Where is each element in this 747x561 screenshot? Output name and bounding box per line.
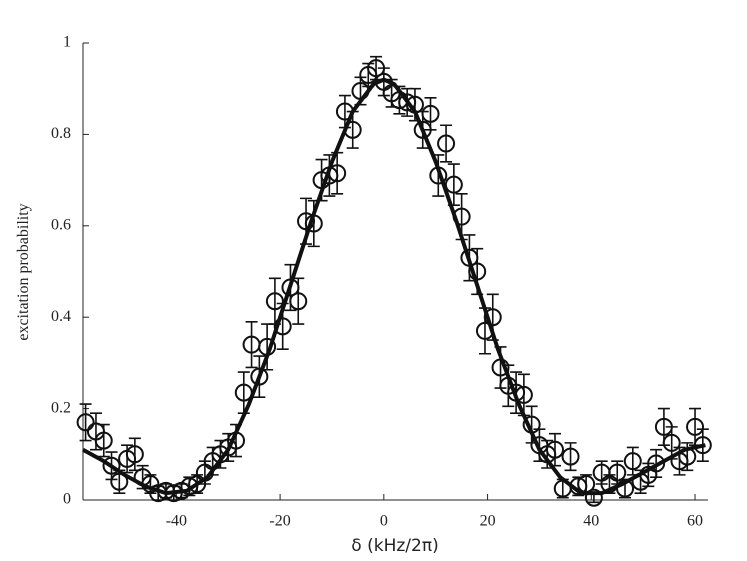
fit-line: [82, 77, 706, 496]
y-tick-label: 0.6: [51, 216, 71, 233]
x-tick-label: -20: [269, 513, 290, 530]
data-point: [421, 104, 440, 123]
data-point: [623, 452, 642, 471]
error-bar: [121, 444, 134, 474]
data-point: [561, 447, 580, 466]
error-bar: [79, 403, 92, 442]
y-tick-label: 0.8: [51, 125, 71, 142]
x-tick-label: 20: [480, 513, 496, 530]
y-tick-label: 0.2: [51, 399, 71, 416]
error-bar: [440, 124, 453, 163]
data-point: [265, 292, 284, 311]
error-bar: [689, 407, 702, 446]
data-point: [273, 317, 292, 336]
error-bar: [97, 423, 110, 458]
error-bar: [245, 320, 258, 369]
data-point: [686, 417, 705, 436]
data-point: [545, 440, 564, 459]
data-point: [647, 454, 666, 473]
y-tick-label: 1: [63, 34, 71, 51]
x-tick-label: 60: [687, 513, 703, 530]
data-point: [444, 175, 463, 194]
data-point: [102, 456, 121, 475]
x-tick-label: 40: [583, 513, 599, 530]
data-point: [289, 292, 308, 311]
data-point: [608, 463, 627, 482]
error-bar: [564, 442, 577, 472]
data-point: [437, 134, 456, 153]
x-tick-label: 0: [380, 513, 388, 530]
y-tick-label: 0.4: [51, 308, 71, 325]
data-point: [94, 431, 113, 450]
data-point: [76, 413, 95, 432]
data-point: [483, 308, 502, 327]
error-bar: [424, 97, 437, 131]
y-tick-label: 0: [63, 491, 71, 508]
data-point: [125, 445, 144, 464]
data-point: [662, 433, 681, 452]
data-point: [250, 367, 269, 386]
x-tick-label: -40: [166, 513, 187, 530]
data-point: [584, 488, 603, 507]
x-axis-label: δ (kHz/2π): [351, 536, 438, 556]
y-axis-label: excitation probability: [15, 203, 32, 340]
error-bar: [292, 277, 305, 325]
data-point: [693, 436, 712, 455]
